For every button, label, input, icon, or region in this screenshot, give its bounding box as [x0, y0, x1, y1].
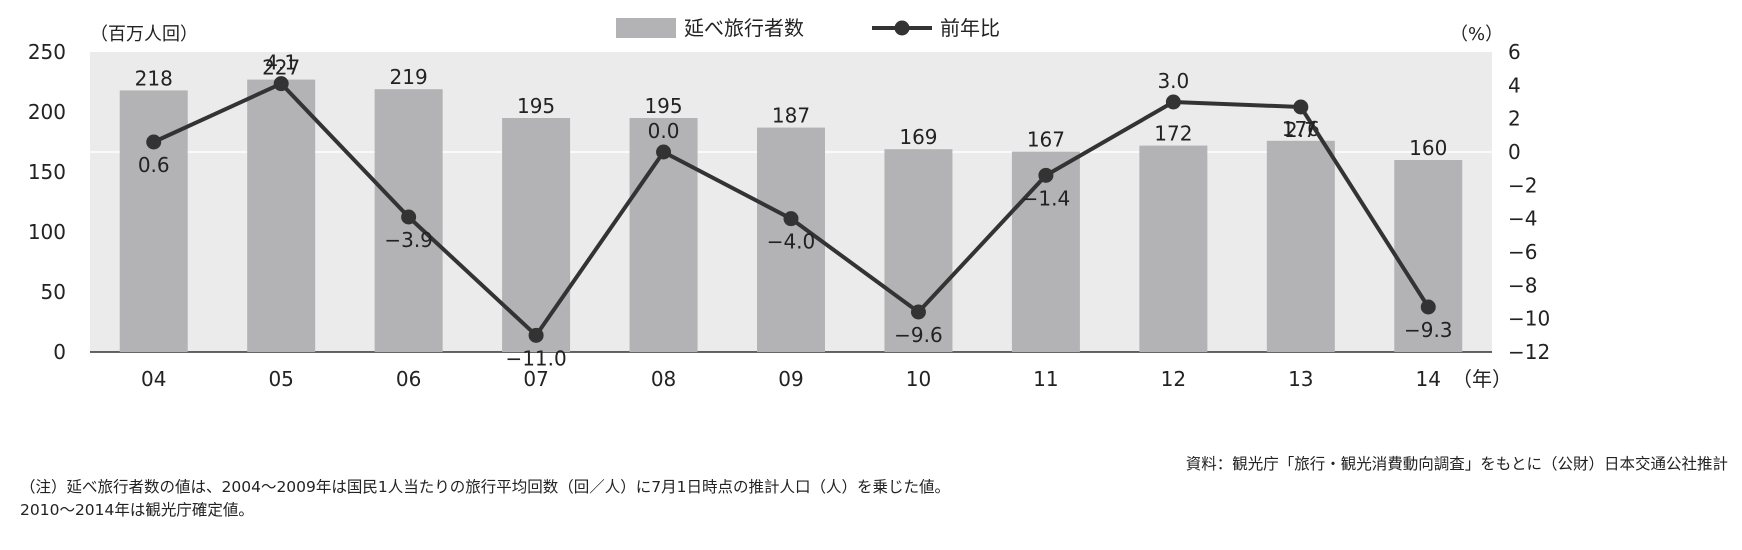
x-tick-label: 13 [1288, 367, 1313, 391]
line-value-label: −3.9 [384, 228, 433, 252]
x-tick-label: 04 [141, 367, 166, 391]
bar-value-label: 187 [772, 104, 810, 128]
bar [757, 127, 825, 352]
line-value-label: −11.0 [505, 346, 566, 370]
left-axis: 0 50 100 150 200 250 [28, 40, 66, 364]
line-value-label: 3.0 [1157, 69, 1189, 93]
line-point [1038, 167, 1054, 183]
bar [1394, 160, 1463, 352]
line-point [146, 134, 162, 150]
line-series: 0.6 4.1 −3.9 −11.0 0.0 −4.0 −9.6 −1.4 3.0 2.7 −9.3 [138, 51, 1453, 371]
bar-value-label: 167 [1027, 128, 1065, 152]
right-axis: 6 4 2 0 −2 −4 −6 −8 −10 −12 [1508, 40, 1550, 364]
left-tick-label: 0 [53, 340, 66, 364]
bar-value-label: 169 [899, 125, 937, 149]
x-tick-label: 05 [268, 367, 293, 391]
x-tick-label: 07 [523, 367, 548, 391]
legend-bar-swatch [616, 18, 676, 38]
line-point [528, 327, 544, 343]
bar-value-label: 160 [1409, 136, 1447, 160]
bar [502, 118, 571, 352]
x-axis-unit: （年） [1452, 367, 1512, 391]
footnote-line-1: （注）延べ旅行者数の値は、2004〜2009年は国民1人当たりの旅行平均回数（回… [20, 478, 950, 496]
left-axis-unit: （百万人回） [90, 24, 198, 45]
x-tick-label: 12 [1161, 367, 1186, 391]
x-axis: 04 05 06 07 08 09 10 11 12 13 14 [141, 367, 1441, 391]
right-tick-label: −10 [1508, 307, 1550, 331]
line-value-label: −9.3 [1404, 318, 1453, 342]
bar [1011, 151, 1080, 352]
x-tick-label: 14 [1416, 367, 1441, 391]
line-point [401, 209, 417, 225]
right-tick-label: 4 [1508, 73, 1521, 97]
right-tick-label: −6 [1508, 240, 1537, 264]
right-tick-label: −12 [1508, 340, 1550, 364]
right-tick-label: 0 [1508, 140, 1521, 164]
line-point [783, 211, 799, 227]
bar-value-label: 195 [644, 94, 682, 118]
line-value-label: 2.7 [1285, 118, 1317, 142]
legend-bar-label: 延べ旅行者数 [684, 16, 804, 40]
x-tick-label: 10 [906, 367, 931, 391]
line-point [1420, 299, 1436, 315]
bar-value-label: 218 [135, 66, 173, 90]
x-tick-label: 06 [396, 367, 421, 391]
legend: 延べ旅行者数 前年比 [616, 16, 1000, 40]
bar-value-label: 227 [262, 56, 300, 80]
legend-line-marker [894, 20, 910, 36]
x-tick-label: 08 [651, 367, 676, 391]
left-tick-label: 200 [28, 100, 66, 124]
right-tick-label: 6 [1508, 40, 1521, 64]
right-tick-label: 2 [1508, 107, 1521, 131]
bar-value-label: 172 [1154, 122, 1192, 146]
left-tick-label: 250 [28, 40, 66, 64]
footnote-line-2: 2010〜2014年は観光庁確定値。 [20, 501, 254, 519]
bar [247, 79, 316, 352]
right-axis-unit: （%） [1450, 24, 1503, 45]
line-value-label: −9.6 [894, 323, 943, 347]
bar [1266, 140, 1335, 352]
line-point [273, 76, 289, 92]
legend-line-label: 前年比 [940, 16, 1000, 40]
bar [1139, 145, 1208, 352]
line-value-label: 0.6 [138, 153, 170, 177]
bar [884, 149, 953, 352]
line-point [1165, 94, 1181, 110]
line-value-label: 4.1 [265, 51, 297, 75]
source-note: 資料：観光庁「旅行・観光消費動向調査」をもとに（公財）日本交通公社推計 [1185, 455, 1728, 473]
line-value-label: −1.4 [1022, 186, 1071, 210]
bar [119, 90, 188, 353]
line-value-label: 0.0 [648, 119, 680, 143]
x-tick-label: 11 [1033, 367, 1058, 391]
bar-value-label: 195 [517, 94, 555, 118]
bar-value-label: 219 [390, 65, 428, 89]
line-point [656, 144, 672, 160]
left-tick-label: 100 [28, 220, 66, 244]
line-point [910, 304, 926, 320]
left-tick-label: 150 [28, 160, 66, 184]
line-point [1293, 99, 1309, 115]
left-tick-label: 50 [41, 280, 66, 304]
right-tick-label: −2 [1508, 173, 1537, 197]
x-tick-label: 09 [778, 367, 803, 391]
line-value-label: −4.0 [767, 230, 816, 254]
right-tick-label: −8 [1508, 273, 1537, 297]
right-tick-label: −4 [1508, 207, 1537, 231]
